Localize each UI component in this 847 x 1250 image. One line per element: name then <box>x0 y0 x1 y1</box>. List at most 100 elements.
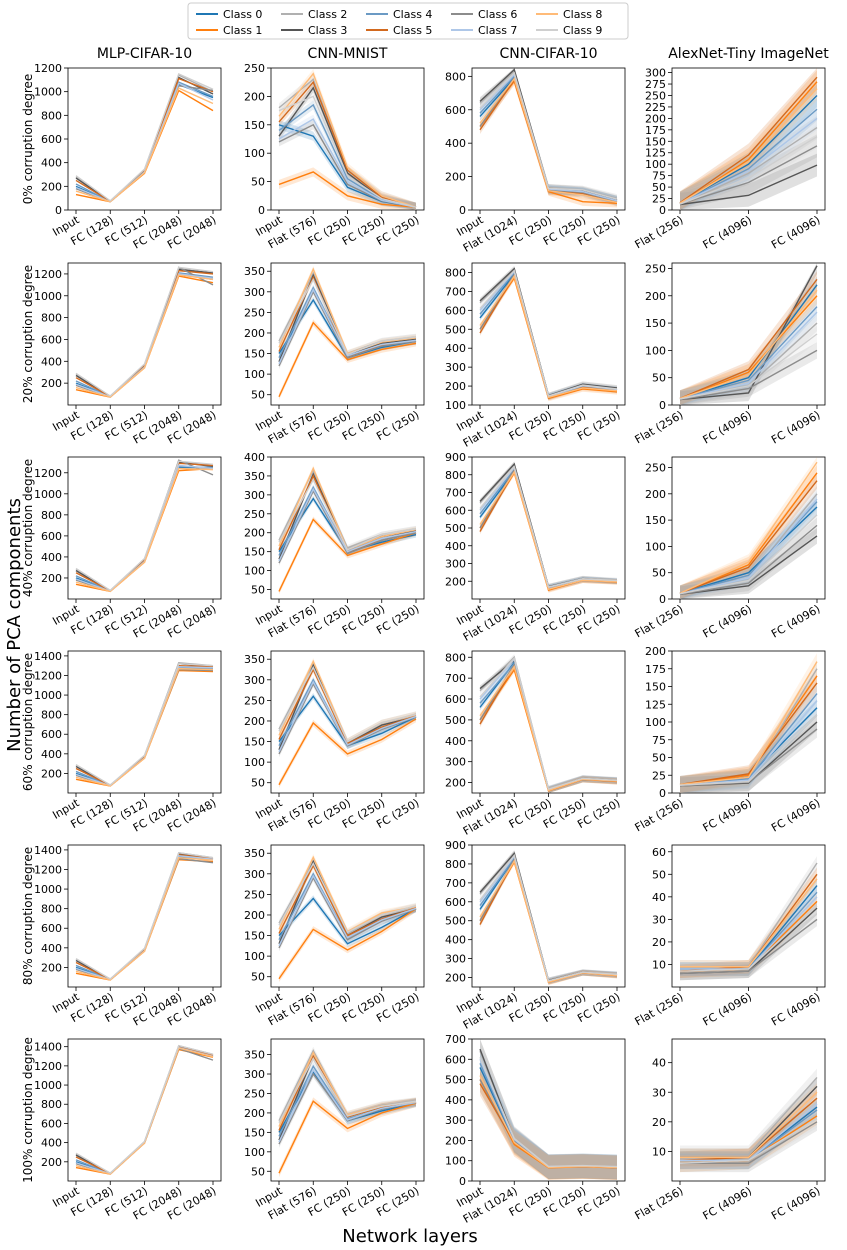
band-class-8 <box>680 77 817 211</box>
series-line-class-5 <box>679 278 818 400</box>
series-line-class-8 <box>75 274 214 398</box>
panel-frame <box>67 650 222 794</box>
y-tick-label: 500 <box>445 1074 466 1087</box>
band-class-1 <box>680 667 817 793</box>
x-tick-label: FC (4096) <box>701 990 754 1028</box>
y-tick-label: 200 <box>645 645 666 658</box>
panel-frame <box>270 456 425 600</box>
panel-frame <box>67 456 222 600</box>
band-class-3 <box>279 471 416 563</box>
y-tick-label: 200 <box>445 171 466 184</box>
y-tick-label: 50 <box>251 971 265 984</box>
panel-frame <box>270 1038 425 1182</box>
y-tick-label: 300 <box>244 868 265 881</box>
series-line-class-9 <box>479 1056 618 1168</box>
y-tick-label: 500 <box>445 714 466 727</box>
y-tick-label: 150 <box>645 135 666 148</box>
y-tick-label: 400 <box>445 934 466 947</box>
y-tick-label: 700 <box>445 285 466 298</box>
series-line-class-7 <box>278 680 417 753</box>
panel-frame <box>67 844 222 988</box>
y-tick-label: 200 <box>41 961 62 974</box>
y-tick-label: 500 <box>445 323 466 336</box>
y-tick-label: 150 <box>244 119 265 132</box>
y-tick-label: 800 <box>445 651 466 664</box>
y-tick-label: 700 <box>445 877 466 890</box>
y-tick-label: 1000 <box>34 86 62 99</box>
y-tick-label: 175 <box>645 663 666 676</box>
series-line-class-8 <box>679 661 818 786</box>
band-class-1 <box>680 1107 817 1173</box>
y-tick-label: 50 <box>251 1165 265 1178</box>
x-tick-label: FC (4096) <box>701 796 754 834</box>
y-tick-label: 100 <box>445 399 466 412</box>
y-tick-label: 200 <box>41 1156 62 1169</box>
series-line-class-9 <box>479 71 618 200</box>
y-tick-label: 800 <box>41 509 62 522</box>
legend-label-class-6: Class 6 <box>478 8 517 21</box>
band-class-8 <box>680 653 817 793</box>
figure-xlabel: Network layers <box>342 1226 477 1247</box>
y-tick-label: 200 <box>41 377 62 390</box>
y-tick-label: 200 <box>445 575 466 588</box>
y-tick-label: 100 <box>244 147 265 160</box>
band-class-7 <box>480 464 617 591</box>
y-tick-label: 100 <box>244 565 265 578</box>
y-tick-label: 600 <box>445 693 466 706</box>
panel-r4-c3: 10 20 30 40 50 60 Flat (256) FC (4096) FC (4096) <box>633 844 826 1029</box>
series-line-class-0 <box>278 897 417 945</box>
series-line-class-8 <box>479 1075 618 1169</box>
y-tick-label: 800 <box>41 1098 62 1111</box>
y-tick-label: 600 <box>445 104 466 117</box>
band-class-5 <box>680 271 817 405</box>
y-tick-label: 200 <box>445 777 466 790</box>
band-class-0 <box>680 1098 817 1170</box>
y-tick-label: 800 <box>41 903 62 916</box>
x-tick-label: Flat (256) <box>633 1184 686 1222</box>
y-tick-label: 250 <box>645 462 666 475</box>
x-tick-label: FC (4096) <box>769 213 822 251</box>
y-tick-label: 25 <box>652 769 666 782</box>
y-tick-label: 250 <box>244 62 265 75</box>
y-tick-label: 50 <box>652 868 666 881</box>
band-class-9 <box>680 1110 817 1173</box>
series-line-class-8 <box>75 1047 214 1175</box>
row-label-4: 80% corruption degree <box>21 847 35 985</box>
series-line-class-5 <box>679 76 818 204</box>
y-tick-label: 350 <box>244 847 265 860</box>
y-tick-label: 300 <box>445 953 466 966</box>
y-tick-label: 800 <box>445 70 466 83</box>
series-line-class-8 <box>75 87 214 203</box>
y-tick-label: 25 <box>652 193 666 206</box>
row-label-5: 100% corruption degree <box>21 1037 35 1183</box>
band-class-0 <box>480 1055 617 1179</box>
series-line-class-6 <box>679 524 818 595</box>
band-class-0 <box>480 468 617 591</box>
y-tick-label: 20 <box>652 1116 666 1129</box>
series-line-class-9 <box>278 862 417 934</box>
y-tick-label: 800 <box>41 709 62 722</box>
band-class-9 <box>480 655 617 793</box>
y-tick-label: 400 <box>41 551 62 564</box>
x-tick-label: Flat (256) <box>633 990 686 1028</box>
series-line-class-9 <box>679 136 818 205</box>
y-tick-label: 400 <box>445 1094 466 1107</box>
series-line-class-0 <box>679 506 818 594</box>
y-tick-label: 200 <box>244 1107 265 1120</box>
column-title-0: MLP-CIFAR-10 <box>97 46 192 62</box>
series-line-class-1 <box>278 1100 417 1174</box>
y-tick-label: 200 <box>445 972 466 985</box>
y-tick-label: 0 <box>55 204 62 217</box>
y-tick-label: 400 <box>41 157 62 170</box>
y-tick-label: 150 <box>244 348 265 361</box>
band-class-5 <box>480 857 617 985</box>
y-tick-label: 200 <box>244 715 265 728</box>
column-title-1: CNN-MNIST <box>308 46 388 62</box>
y-tick-label: 300 <box>445 1114 466 1127</box>
panel-r1-c3: 0 50 100 150 200 250 Flat (256) FC (4096) FC (40… <box>633 262 826 447</box>
y-tick-label: 800 <box>445 858 466 871</box>
